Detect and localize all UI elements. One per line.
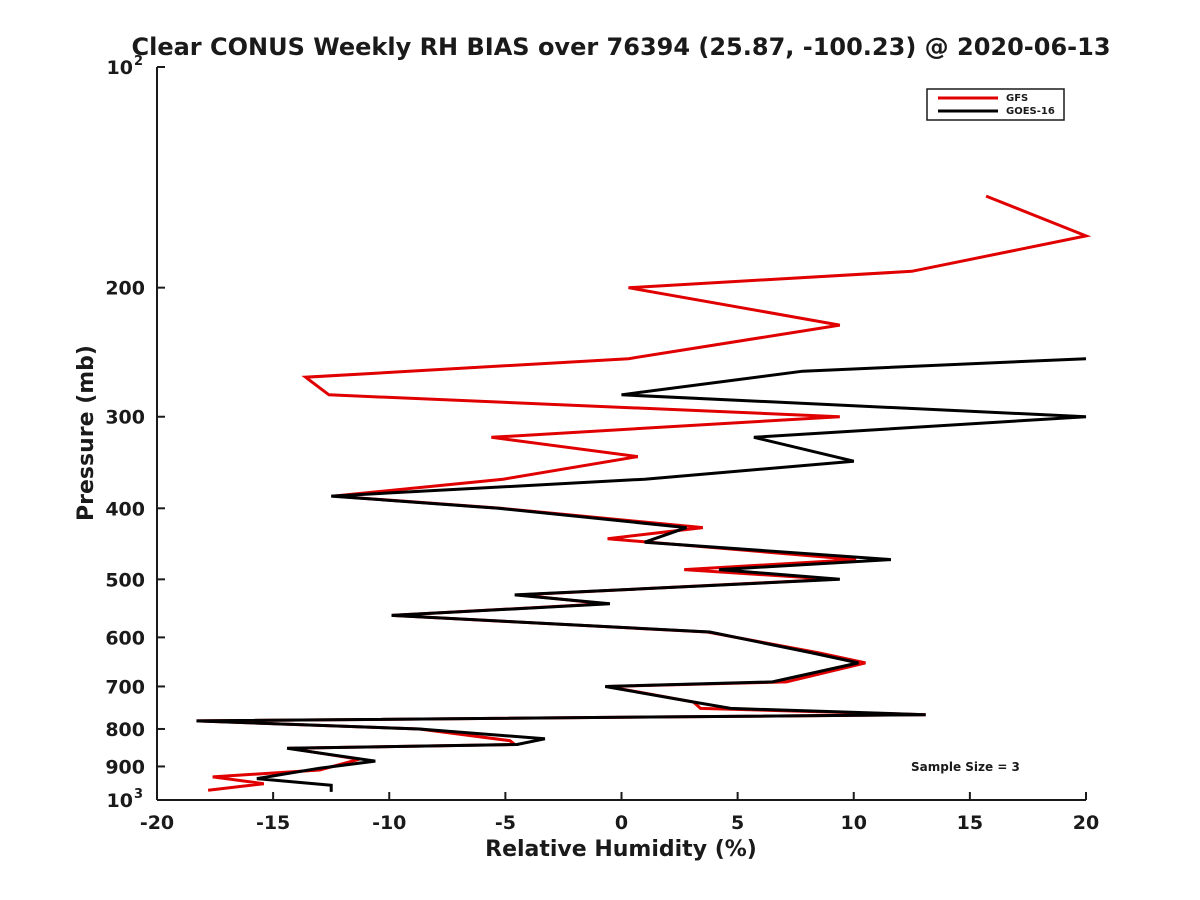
x-tick-label: 20 [1073,812,1099,834]
y-tick-label: 400 [105,498,145,520]
legend-label-goes16: GOES-16 [1006,106,1055,117]
y-tick-label: 300 [105,407,145,429]
y-tick-label-power: 10 [107,57,133,79]
y-tick-label: 500 [105,569,145,591]
sample-size-annotation: Sample Size = 3 [911,760,1020,774]
x-tick-label: -20 [140,812,174,834]
series-line-goes16 [196,357,1087,792]
y-tick-label-exponent: 2 [134,54,143,69]
x-tick-label: 0 [615,812,628,834]
x-tick-label: -10 [372,812,406,834]
x-tick-label: -15 [256,812,290,834]
legend: GFS GOES-16 [926,88,1065,121]
x-axis-label: Relative Humidity (%) [485,837,757,862]
y-tick-label-power: 10 [107,790,133,812]
plot-background [157,67,1086,800]
x-tick-label: -5 [495,812,516,834]
plot-area [157,67,1086,800]
y-tick-label: 800 [105,719,145,741]
y-tick-label-exponent: 3 [134,787,143,802]
series-layer [196,194,1092,792]
x-tick-label: 10 [841,812,867,834]
y-tick-label: 600 [105,627,145,649]
legend-label-gfs: GFS [1006,93,1028,104]
chart-title: Clear CONUS Weekly RH BIAS over 76394 (2… [131,33,1110,61]
y-tick-label: 200 [105,278,145,300]
y-tick-label: 700 [105,676,145,698]
axes-layer: -20 -15 -10 -5 0 5 10 15 20 200 300 400 500 600 700 800… [105,54,1099,834]
y-tick-label: 900 [105,756,145,778]
x-tick-label: 5 [731,812,744,834]
y-axis-label: Pressure (mb) [74,345,99,521]
x-tick-label: 15 [957,812,983,834]
legend-box [926,88,1065,121]
